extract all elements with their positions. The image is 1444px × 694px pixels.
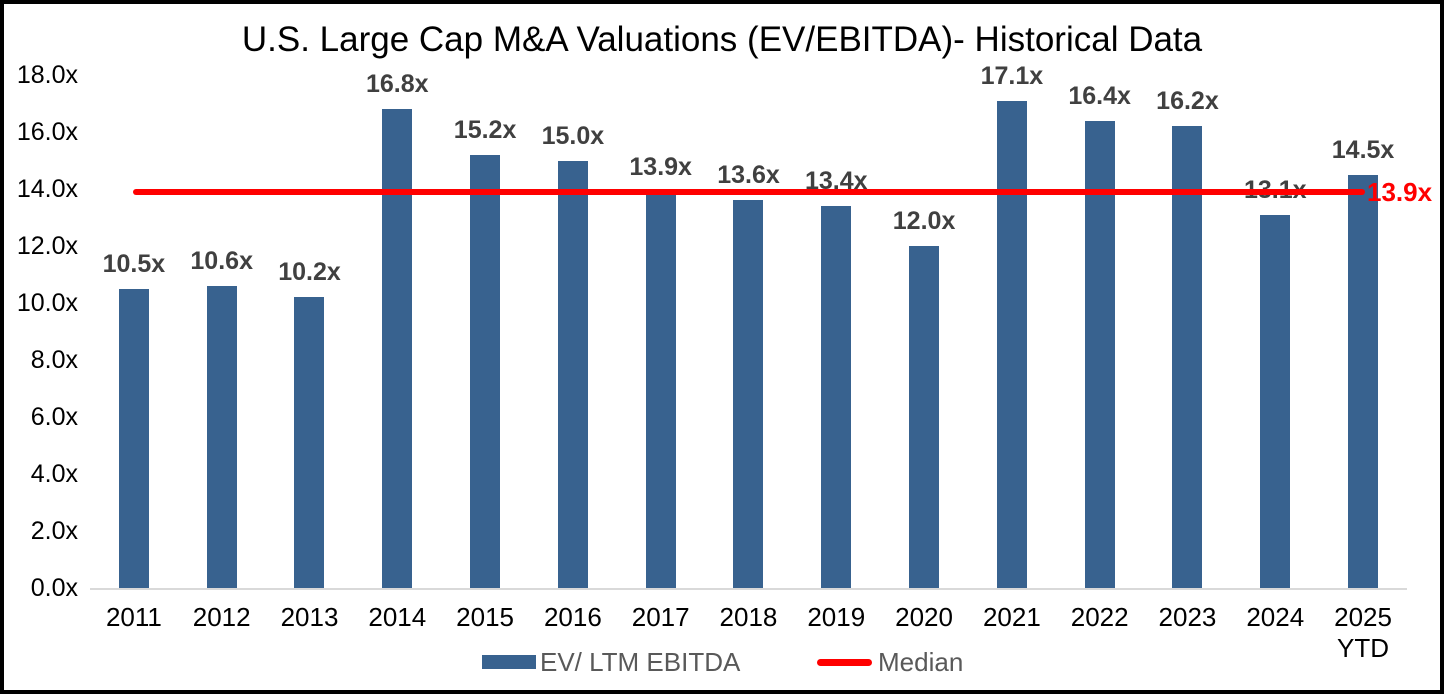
bar: [996, 100, 1027, 588]
x-tick-label: 2014: [368, 602, 427, 632]
y-tick-label: 4.0x: [30, 460, 78, 488]
chart-title: U.S. Large Cap M&A Valuations (EV/EBITDA…: [241, 20, 1203, 59]
median-value-label: 13.9x: [1367, 176, 1433, 207]
bar: [821, 206, 852, 588]
x-tick-label: 2025 YTD: [1334, 602, 1392, 663]
bar-value-label: 16.8x: [366, 70, 429, 99]
median-line-swatch: [817, 658, 872, 666]
legend: EV/ LTM EBITDA Median: [4, 647, 1440, 677]
y-tick-label: 10.0x: [16, 289, 78, 317]
bar-slot: 17.1x: [968, 62, 1056, 588]
y-tick-label: 16.0x: [16, 118, 78, 146]
x-tick-label: 2020: [895, 602, 953, 632]
bar-slot: 13.9x: [617, 75, 705, 588]
bar-value-label: 10.6x: [190, 246, 253, 275]
bar-series-swatch: [482, 655, 536, 669]
bar-value-label: 13.9x: [629, 152, 692, 181]
bar: [909, 246, 940, 588]
bar: [206, 285, 237, 588]
bar: [733, 200, 764, 588]
bar-slot: 12.0x: [880, 75, 968, 588]
x-axis-labels: 2011 2012 2013 2014 2015 2016 2017 2018 2019 2020…: [90, 602, 1407, 664]
legend-median-label: Median: [878, 646, 964, 677]
x-tick-label: 2012: [192, 602, 251, 632]
x-tick-label: 2018: [719, 602, 778, 632]
bars-container: 10.5x 10.6x 10.2x 16.8x 15.2x 15.0x 13.9x 13.6x…: [90, 62, 1407, 588]
bar-slot: 10.2x: [266, 75, 354, 588]
y-tick-label: 14.0x: [16, 175, 78, 203]
bar-value-label: 10.5x: [102, 249, 166, 278]
x-tick-label: 2024: [1246, 602, 1305, 632]
x-tick-label: 2016: [543, 602, 602, 632]
bar-slot: 15.0x: [529, 75, 617, 588]
bar-slot: 10.6x: [178, 75, 266, 588]
x-tick-label: 2013: [280, 602, 339, 632]
bar-value-label: 15.2x: [453, 115, 517, 144]
bar: [1348, 174, 1379, 588]
x-tick-label: 2022: [1070, 602, 1129, 632]
bar-value-label: 14.5x: [1331, 135, 1395, 164]
bar-value-label: 10.2x: [278, 258, 341, 287]
x-tick-label: 2021: [982, 602, 1041, 632]
bar: [645, 191, 676, 588]
bar-slot: 15.2x: [441, 75, 529, 588]
y-tick-label: 2.0x: [30, 517, 78, 545]
x-tick-label: 2011: [105, 602, 162, 632]
bar-slot: 13.1x: [1231, 75, 1319, 588]
bar-value-label: 13.6x: [717, 161, 780, 190]
bar-slot: 16.8x: [353, 70, 441, 588]
y-tick-label: 18.0x: [16, 61, 78, 89]
bar-slot: 10.5x: [90, 75, 178, 588]
bar-slot: 14.5x: [1319, 75, 1407, 588]
bar: [294, 297, 325, 588]
bar: [1260, 214, 1291, 588]
legend-item-ev-ltm-ebitda: EV/ LTM EBITDA: [482, 647, 740, 677]
x-tick-label: 2015: [456, 602, 514, 632]
bar-value-label: 12.0x: [892, 207, 956, 235]
bar-slot: 16.4x: [1056, 75, 1144, 588]
bar: [1084, 120, 1115, 588]
x-tick-label: 2023: [1158, 602, 1217, 632]
x-axis-line: [90, 588, 1407, 590]
bar-slot: 13.4x: [792, 75, 880, 588]
bar-value-label: 17.1x: [980, 61, 1044, 90]
x-tick-label: 2017: [631, 602, 690, 632]
bar-value-label: 15.0x: [541, 121, 605, 150]
y-tick-label: 6.0x: [30, 403, 78, 431]
bar-slot: 16.2x: [1144, 75, 1232, 588]
chart-stage: U.S. Large Cap M&A Valuations (EV/EBITDA…: [4, 4, 1440, 690]
x-tick-label: 2019: [807, 602, 866, 632]
bar-slot: 13.6x: [705, 75, 793, 588]
bar-value-label: 16.4x: [1068, 81, 1131, 110]
y-axis: 0.0x 2.0x 4.0x 6.0x 8.0x 10.0x 12.0x 14.0x 16.0x…: [4, 4, 78, 690]
median-line: [133, 188, 1365, 195]
bar: [382, 109, 413, 588]
bar: [1172, 126, 1203, 588]
bar-value-label: 16.2x: [1156, 87, 1219, 116]
y-tick-label: 8.0x: [30, 346, 78, 374]
bar: [118, 288, 149, 588]
y-tick-label: 0.0x: [30, 574, 78, 602]
y-tick-label: 12.0x: [16, 232, 78, 260]
bar: [557, 160, 588, 588]
bar: [470, 154, 501, 588]
legend-series-label: EV/ LTM EBITDA: [540, 646, 741, 677]
legend-item-median: Median: [817, 647, 963, 677]
